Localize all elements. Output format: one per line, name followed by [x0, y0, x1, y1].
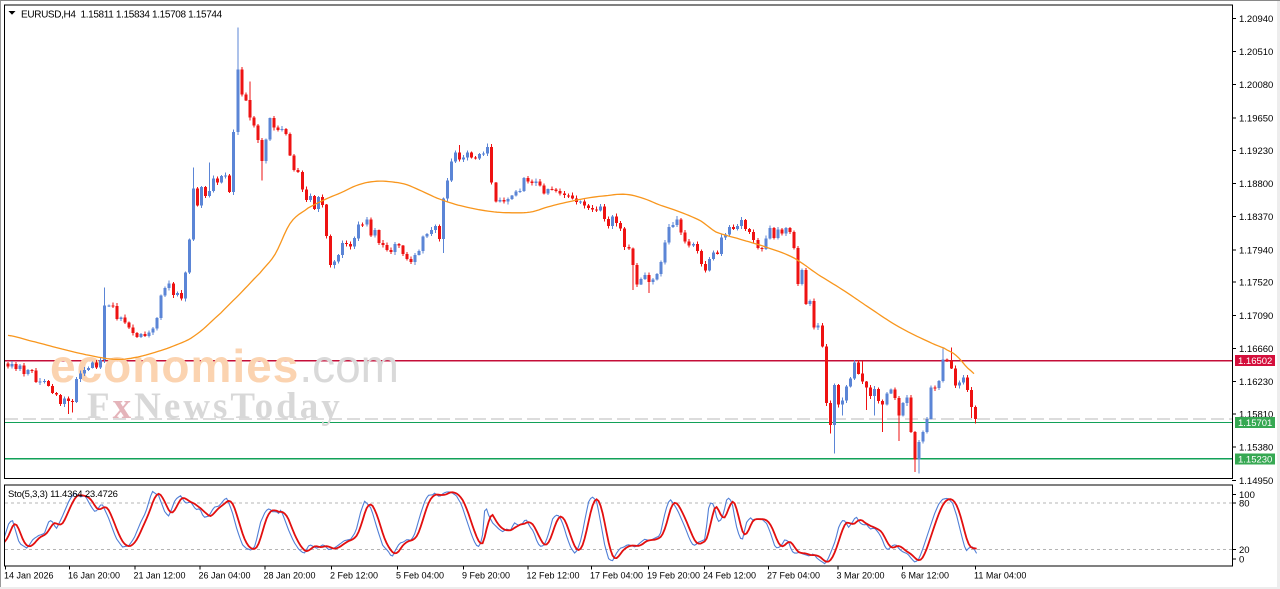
- svg-text:1.20510: 1.20510: [1239, 47, 1273, 58]
- svg-text:1.18800: 1.18800: [1239, 179, 1273, 190]
- svg-text:1.20940: 1.20940: [1239, 14, 1273, 25]
- svg-text:6 Mar 12:00: 6 Mar 12:00: [901, 571, 949, 581]
- svg-text:FxNewsToday: FxNewsToday: [87, 386, 343, 427]
- svg-text:EURUSD,H4 1.15811 1.15834 1.1: EURUSD,H4 1.15811 1.15834 1.15708 1.1574…: [21, 10, 223, 21]
- svg-text:2 Feb 12:00: 2 Feb 12:00: [330, 571, 378, 581]
- svg-text:20: 20: [1239, 545, 1250, 556]
- svg-text:1.20080: 1.20080: [1239, 80, 1273, 91]
- svg-text:1.15380: 1.15380: [1239, 443, 1273, 454]
- svg-text:3 Mar 20:00: 3 Mar 20:00: [837, 571, 885, 581]
- svg-text:1.17090: 1.17090: [1239, 311, 1273, 322]
- svg-text:economies.com: economies.com: [50, 340, 399, 392]
- svg-text:19 Feb 20:00: 19 Feb 20:00: [647, 571, 700, 581]
- svg-text:28 Jan 20:00: 28 Jan 20:00: [264, 571, 316, 581]
- svg-text:24 Feb 12:00: 24 Feb 12:00: [703, 571, 756, 581]
- svg-text:1.16660: 1.16660: [1239, 344, 1273, 355]
- svg-text:Sto(5,3,3) 11.4364 23.4726: Sto(5,3,3) 11.4364 23.4726: [8, 489, 118, 500]
- svg-text:5 Feb 04:00: 5 Feb 04:00: [396, 571, 444, 581]
- svg-text:16 Jan 20:00: 16 Jan 20:00: [68, 571, 120, 581]
- svg-text:1.17520: 1.17520: [1239, 278, 1273, 289]
- svg-text:14 Jan 2026: 14 Jan 2026: [4, 571, 54, 581]
- svg-text:0: 0: [1239, 554, 1244, 565]
- svg-text:1.14950: 1.14950: [1239, 476, 1273, 487]
- svg-text:17 Feb 04:00: 17 Feb 04:00: [590, 571, 643, 581]
- svg-text:27 Feb 04:00: 27 Feb 04:00: [767, 571, 820, 581]
- svg-text:21 Jan 12:00: 21 Jan 12:00: [134, 571, 186, 581]
- svg-text:80: 80: [1239, 499, 1250, 510]
- svg-text:12 Feb 12:00: 12 Feb 12:00: [527, 571, 580, 581]
- svg-text:1.19650: 1.19650: [1239, 113, 1273, 124]
- svg-text:100: 100: [1239, 490, 1255, 501]
- svg-text:9 Feb 20:00: 9 Feb 20:00: [462, 571, 510, 581]
- svg-text:11 Mar 04:00: 11 Mar 04:00: [974, 571, 1026, 581]
- svg-text:1.15810: 1.15810: [1239, 410, 1273, 421]
- svg-text:1.16502: 1.16502: [1238, 356, 1272, 367]
- svg-text:1.18370: 1.18370: [1239, 212, 1273, 223]
- svg-text:1.19230: 1.19230: [1239, 146, 1273, 157]
- svg-text:1.15701: 1.15701: [1238, 418, 1272, 429]
- svg-text:1.15230: 1.15230: [1238, 454, 1272, 465]
- svg-text:1.16230: 1.16230: [1239, 377, 1273, 388]
- svg-text:1.17940: 1.17940: [1239, 245, 1273, 256]
- svg-text:26 Jan 04:00: 26 Jan 04:00: [199, 571, 251, 581]
